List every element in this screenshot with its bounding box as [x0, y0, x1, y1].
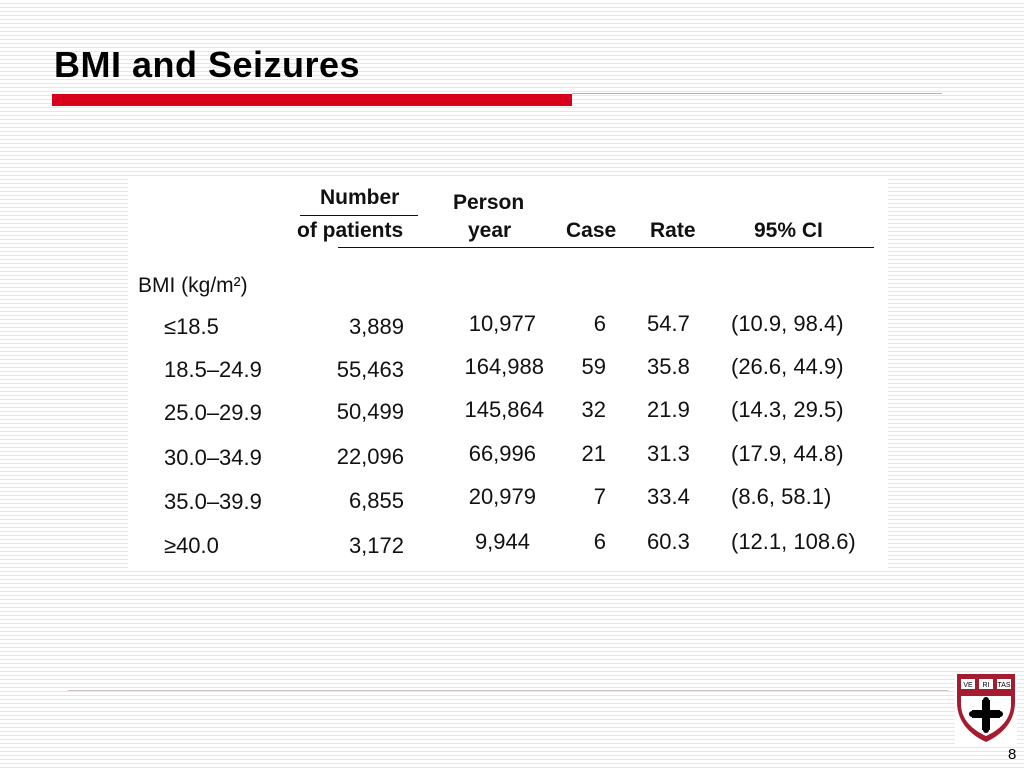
row-person-year: 20,979 [468, 484, 536, 509]
title-underline-red [52, 94, 572, 106]
row-patients: 3,889 [348, 314, 404, 339]
row-patients: 3,172 [348, 533, 404, 558]
row-bmi: ≤18.5 [164, 314, 219, 339]
header-person: Person [453, 191, 525, 214]
row-person-year: 66,996 [468, 441, 536, 466]
row-ci: (8.6, 58.1) [731, 484, 832, 509]
row-bmi: ≥40.0 [164, 533, 219, 558]
header-year: year [468, 219, 512, 242]
row-rate: 35.8 [647, 354, 690, 379]
row-person-year: 9,944 [474, 529, 530, 554]
header-number: Number [320, 186, 400, 209]
bmi-group-label: BMI (kg/m²) [138, 274, 248, 297]
row-rate: 21.9 [647, 397, 690, 422]
row-case: 6 [593, 529, 606, 554]
row-bmi: 25.0–29.9 [164, 400, 262, 425]
row-patients: 6,855 [348, 488, 404, 513]
row-ci: (17.9, 44.8) [731, 441, 844, 466]
header-rate: Rate [650, 219, 696, 242]
row-rate: 54.7 [647, 311, 690, 336]
row-patients: 50,499 [336, 399, 404, 424]
header-ci: 95% CI [754, 219, 823, 242]
harvard-shield-logo: VE RI TAS [955, 672, 1017, 744]
header-bottom-rule [338, 247, 874, 248]
header-case: Case [566, 219, 617, 242]
row-ci: (10.9, 98.4) [731, 311, 844, 336]
row-case: 6 [593, 311, 606, 336]
row-ci: (12.1, 108.6) [731, 529, 856, 554]
row-rate: 31.3 [647, 441, 690, 466]
row-bmi: 35.0–39.9 [164, 489, 262, 514]
row-patients: 55,463 [336, 357, 404, 382]
row-bmi: 18.5–24.9 [164, 357, 262, 382]
row-case: 32 [581, 397, 606, 422]
row-case: 59 [581, 354, 606, 379]
title-underline-thin [572, 93, 942, 94]
row-ci: (26.6, 44.9) [731, 354, 844, 379]
header-of-patients: of patients [297, 219, 404, 242]
row-person-year: 164,988 [464, 354, 544, 379]
row-person-year: 145,864 [464, 397, 544, 422]
slide-title: BMI and Seizures [54, 44, 361, 85]
header-number-rule [300, 215, 418, 216]
row-patients: 22,096 [336, 444, 404, 469]
svg-text:RI: RI [983, 682, 990, 689]
row-ci: (14.3, 29.5) [731, 397, 844, 422]
page-number: 8 [1008, 746, 1017, 763]
row-rate: 60.3 [647, 529, 690, 554]
row-person-year: 10,977 [468, 311, 536, 336]
row-case: 7 [593, 484, 606, 509]
table-background [128, 176, 888, 571]
row-rate: 33.4 [647, 484, 690, 509]
svg-text:VE: VE [963, 682, 973, 689]
row-bmi: 30.0–34.9 [164, 445, 262, 470]
row-case: 21 [581, 441, 606, 466]
footer-rule [68, 690, 948, 691]
svg-text:TAS: TAS [997, 682, 1010, 689]
